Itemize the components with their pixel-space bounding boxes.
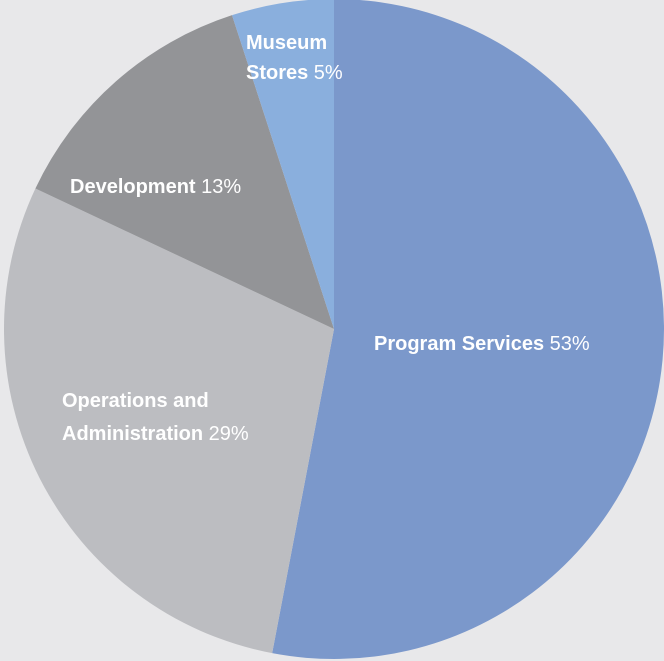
slice-name-1-0: Operations and xyxy=(62,390,209,412)
slice-label-2: Development 13% xyxy=(70,176,241,198)
slice-name-3-1: Stores xyxy=(246,62,308,84)
slice-name-0-0: Program Services xyxy=(374,333,544,355)
slice-label-1: Operations and Administration 29% xyxy=(62,390,249,445)
slice-label-3: Museum Stores 5% xyxy=(246,32,343,84)
slice-pct-2: 13% xyxy=(196,176,242,198)
slice-name-2-0: Development xyxy=(70,176,196,198)
slice-name-1-1: Administration xyxy=(62,423,203,445)
pie-slice-2 xyxy=(35,15,334,330)
slice-pct-1: 29% xyxy=(203,423,249,445)
pie-slice-1 xyxy=(3,188,334,654)
slice-label-0: Program Services 53% xyxy=(374,333,590,355)
slice-pct-3: 5% xyxy=(308,62,343,84)
pie-slice-0 xyxy=(272,0,664,659)
slice-name-3-0: Museum xyxy=(246,32,327,54)
pie-slice-3 xyxy=(232,0,334,329)
slice-pct-0: 53% xyxy=(544,333,590,355)
